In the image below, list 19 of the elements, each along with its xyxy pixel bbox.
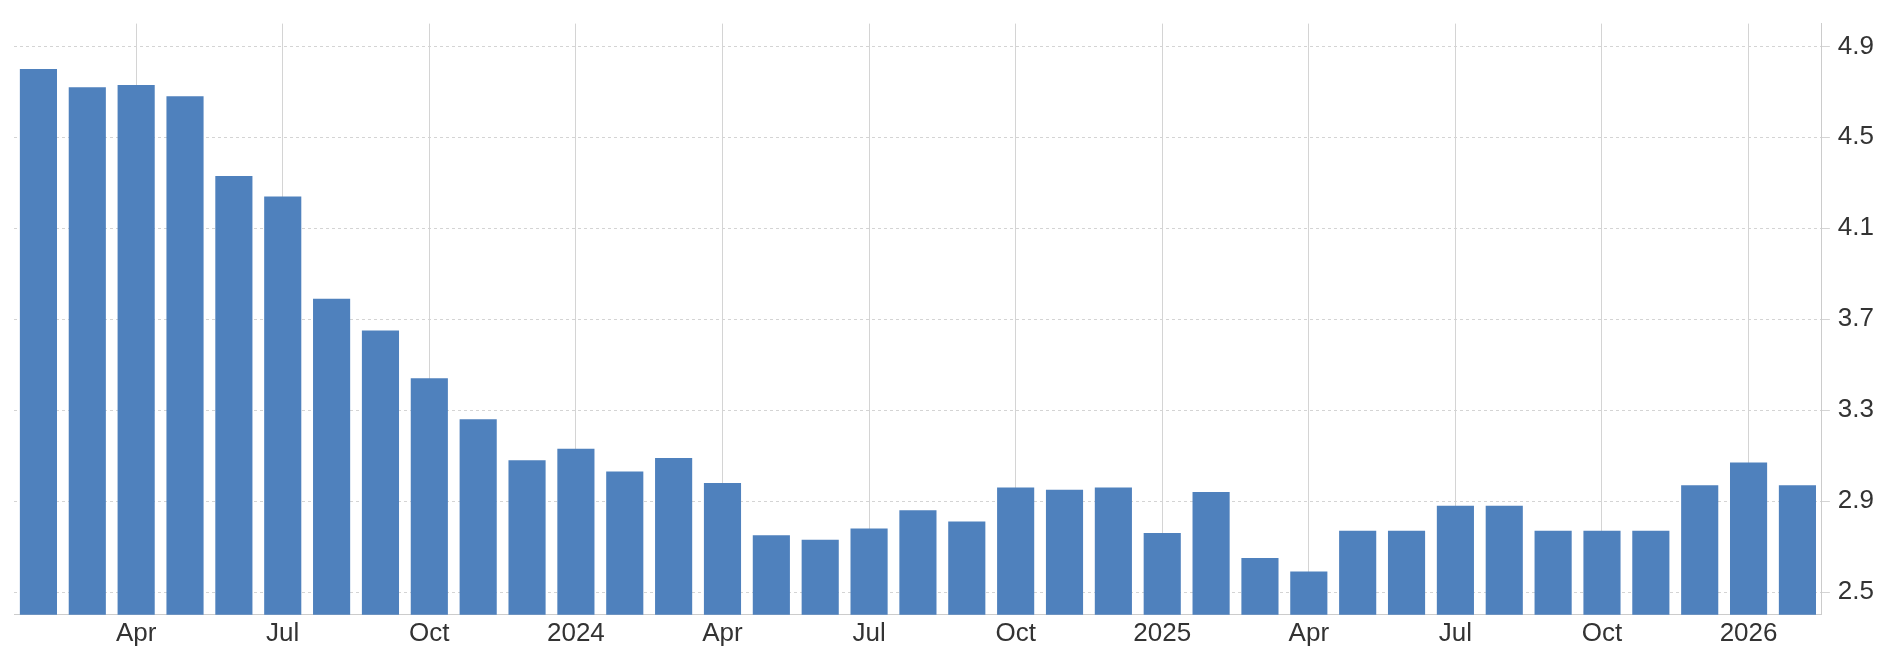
y-tick-label: 2.9: [1837, 484, 1875, 515]
y-tick-label: 4.9: [1837, 29, 1875, 60]
x-tick-label: Oct: [1581, 616, 1623, 647]
x-tick-label: Jul: [1438, 616, 1473, 647]
y-tick-label: 3.7: [1837, 302, 1875, 333]
x-tick-label: Oct: [409, 616, 451, 647]
x-tick-label: Apr: [1288, 616, 1330, 647]
x-tick-label: Jul: [266, 616, 300, 647]
x-tick-label: 2025: [1133, 616, 1192, 647]
x-tick-label: Apr: [702, 616, 744, 647]
x-tick-label: 2024: [546, 616, 605, 647]
x-tick-label: 2026: [1719, 616, 1778, 647]
x-tick-label: Apr: [115, 616, 157, 647]
y-tick-label: 4.5: [1837, 120, 1875, 151]
y-tick-label: 2.5: [1837, 575, 1875, 606]
y-tick-label: 4.1: [1837, 211, 1875, 242]
x-tick-label: Oct: [995, 616, 1037, 647]
x-tick-label: Jul: [852, 616, 886, 647]
y-tick-label: 3.3: [1837, 393, 1875, 424]
